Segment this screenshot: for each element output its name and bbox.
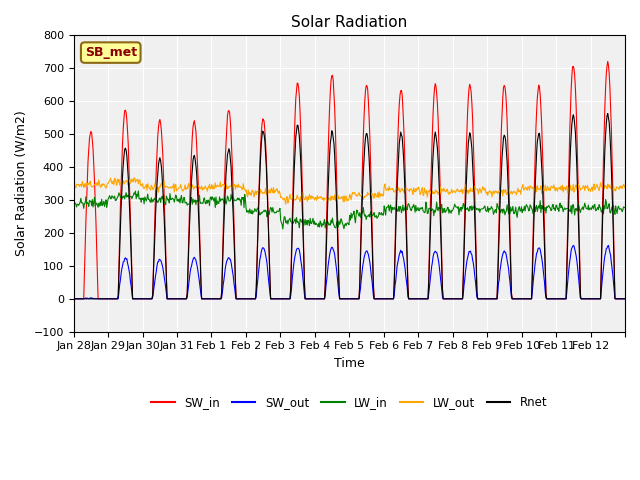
Line: SW_in: SW_in — [74, 61, 625, 299]
LW_out — [264, 186, 271, 192]
Line: SW_out: SW_out — [74, 245, 625, 299]
Legend: SW_in, SW_out, LW_in, LW_out, Rnet: SW_in, SW_out, LW_in, LW_out, Rnet — [147, 391, 552, 413]
LW_in — [264, 211, 271, 217]
LW_out — [282, 201, 289, 207]
LW_out — [130, 175, 138, 180]
LW_out — [237, 184, 244, 190]
Line: LW_out: LW_out — [74, 178, 625, 204]
LW_in — [285, 216, 293, 222]
SW_out — [263, 261, 271, 266]
Line: LW_in: LW_in — [74, 191, 625, 229]
LW_out — [135, 178, 143, 183]
Rnet — [263, 183, 271, 189]
Rnet — [236, 296, 244, 301]
LW_out — [70, 182, 77, 188]
LW_in — [70, 200, 77, 205]
Rnet — [70, 296, 77, 301]
SW_out — [284, 296, 292, 301]
SW_out — [236, 296, 244, 301]
LW_out — [621, 185, 629, 191]
SW_out — [70, 296, 77, 301]
SW_in — [134, 296, 142, 301]
LW_in — [237, 197, 244, 203]
SW_out — [406, 296, 414, 301]
SW_in — [604, 59, 612, 64]
SW_in — [406, 296, 414, 301]
Rnet — [604, 110, 612, 116]
Rnet — [621, 296, 629, 301]
SW_out — [134, 296, 142, 301]
SW_in — [70, 296, 77, 301]
X-axis label: Time: Time — [334, 357, 365, 370]
SW_out — [570, 242, 577, 248]
Rnet — [284, 296, 292, 301]
LW_in — [621, 205, 629, 211]
Rnet — [134, 296, 142, 301]
Y-axis label: Solar Radiation (W/m2): Solar Radiation (W/m2) — [15, 111, 28, 256]
SW_in — [236, 296, 244, 301]
LW_in — [438, 210, 446, 216]
SW_in — [284, 296, 292, 301]
Rnet — [406, 296, 414, 301]
LW_out — [285, 194, 293, 200]
LW_in — [134, 188, 142, 194]
LW_in — [135, 196, 143, 202]
Line: Rnet: Rnet — [74, 113, 625, 299]
Title: Solar Radiation: Solar Radiation — [291, 15, 408, 30]
Rnet — [437, 236, 445, 242]
LW_in — [408, 207, 415, 213]
SW_in — [263, 174, 271, 180]
LW_in — [279, 226, 287, 232]
SW_in — [437, 219, 445, 225]
SW_out — [437, 279, 445, 285]
SW_out — [621, 296, 629, 301]
LW_out — [408, 186, 415, 192]
LW_out — [438, 187, 446, 192]
Text: SB_met: SB_met — [84, 46, 137, 59]
SW_in — [621, 296, 629, 301]
